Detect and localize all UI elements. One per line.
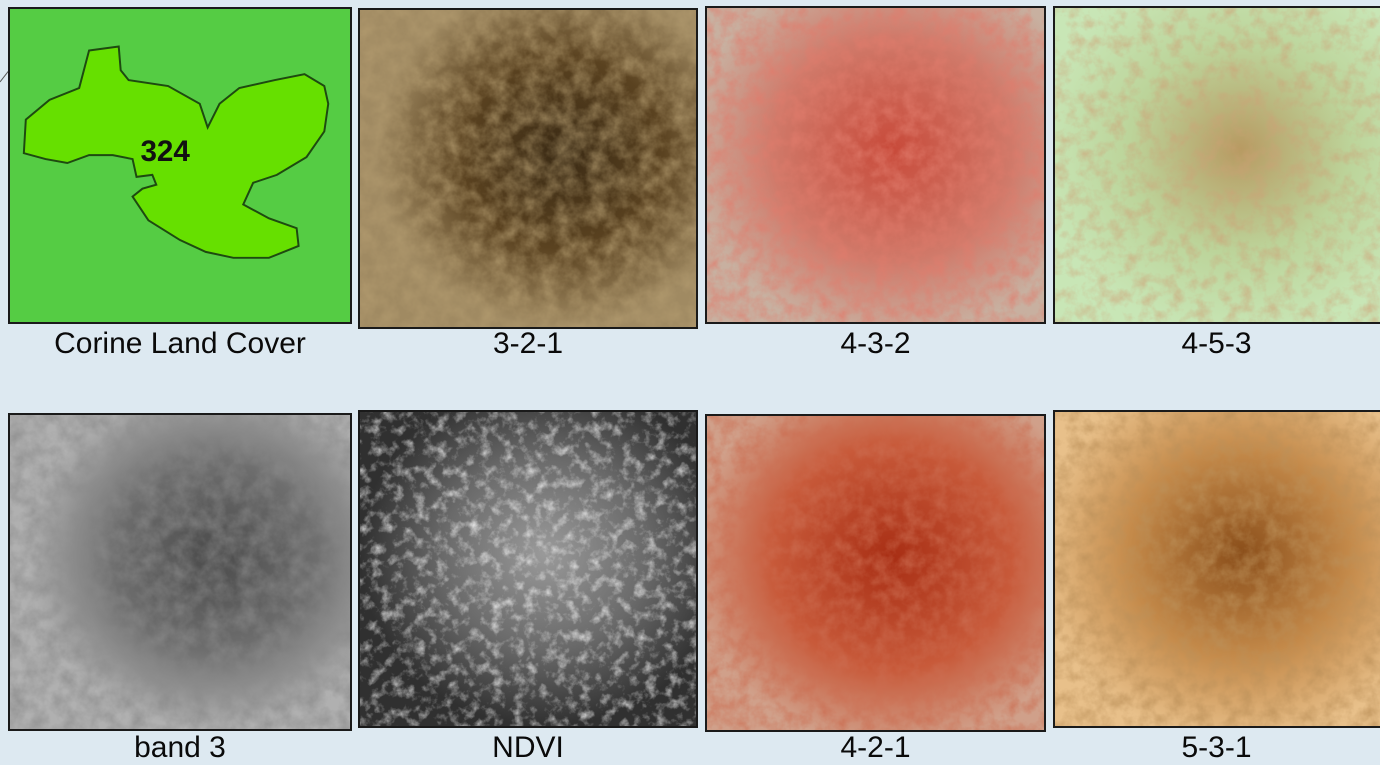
- composite-453-image: [1053, 6, 1380, 324]
- caption-531: 5-3-1: [1181, 731, 1252, 764]
- composite-421-image: [705, 414, 1046, 732]
- corine-land-cover-map: 324: [8, 7, 352, 324]
- caption-band-3: band 3: [134, 731, 226, 764]
- composite-432-image: [705, 6, 1046, 324]
- caption-321: 3-2-1: [492, 327, 564, 360]
- ndvi-image: [358, 410, 698, 728]
- composite-321-image: [358, 8, 698, 329]
- caption-corine-land-cover: Corine Land Cover: [54, 327, 306, 360]
- band-3-image: [8, 413, 352, 731]
- caption-421: 4-2-1: [840, 731, 911, 764]
- caption-432: 4-3-2: [840, 327, 911, 360]
- caption-ndvi: NDVI: [492, 731, 564, 764]
- composite-531-image: [1053, 410, 1380, 728]
- region-code-label: 324: [140, 135, 190, 168]
- land-cover-region-shape: [22, 45, 330, 259]
- caption-453: 4-5-3: [1181, 327, 1252, 360]
